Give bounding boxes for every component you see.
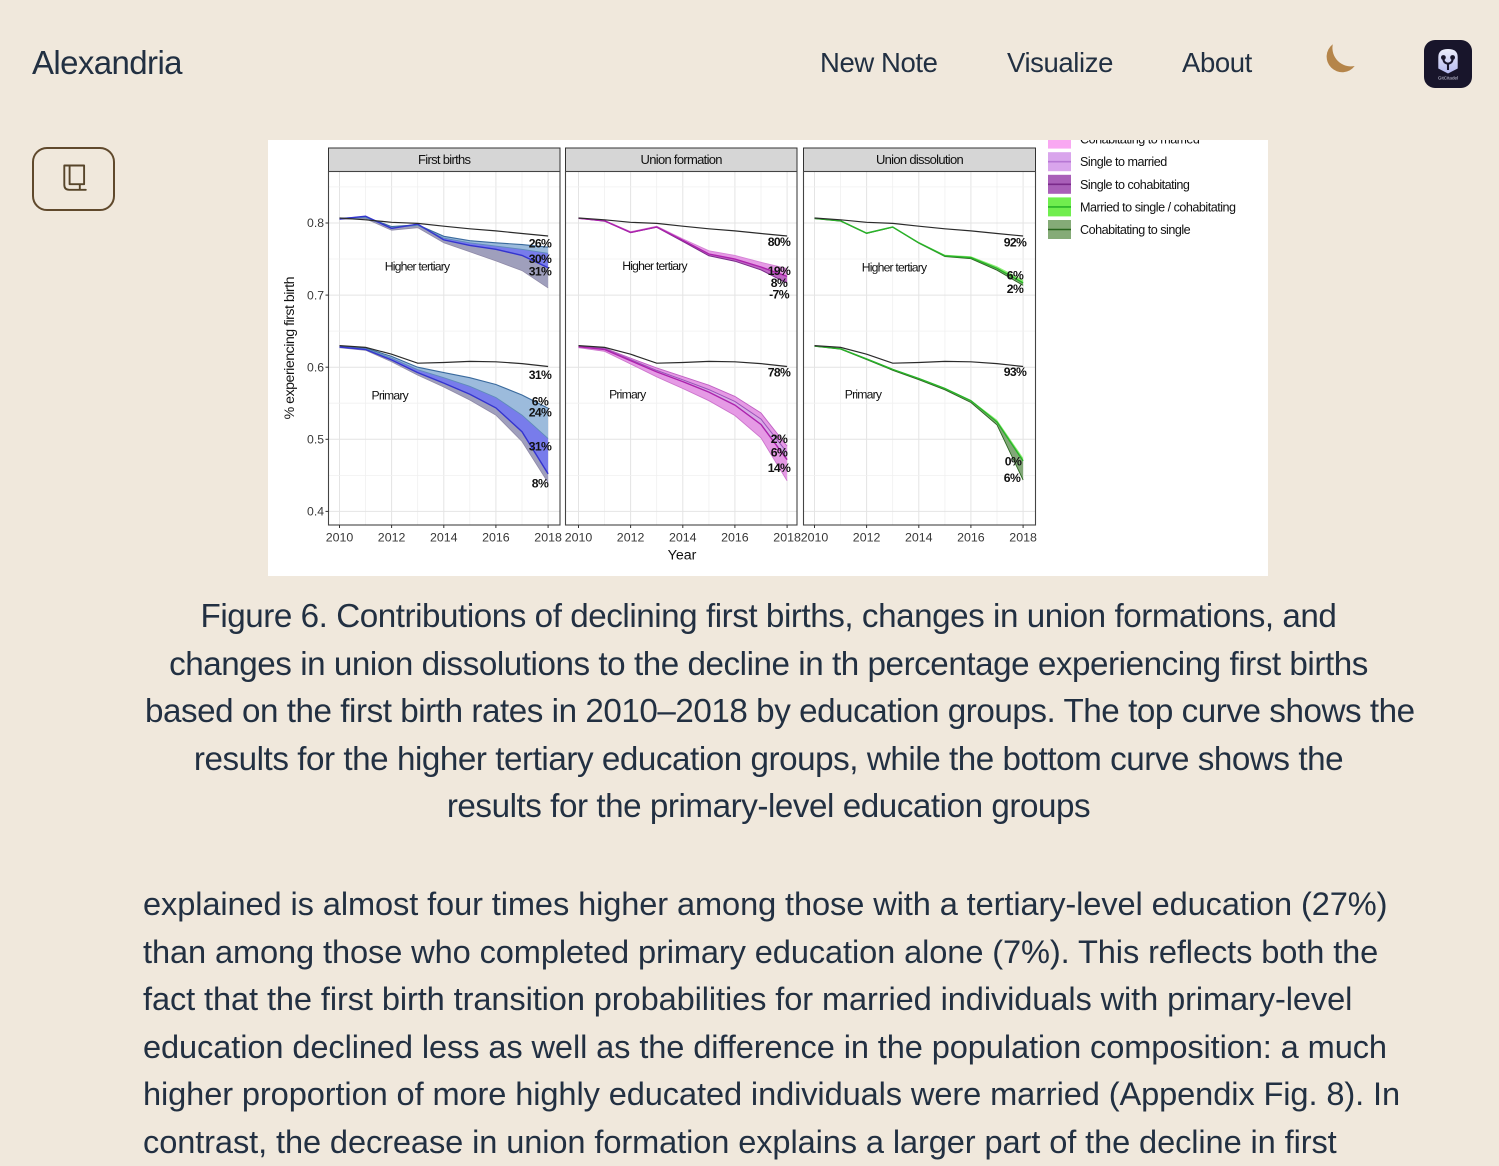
svg-text:2010: 2010	[565, 531, 593, 545]
svg-text:19%: 19%	[768, 264, 791, 278]
svg-text:0.8: 0.8	[307, 216, 324, 230]
svg-text:Year: Year	[668, 548, 697, 564]
svg-text:6%: 6%	[1004, 471, 1021, 485]
svg-text:2018: 2018	[773, 531, 801, 545]
svg-text:Higher tertiary: Higher tertiary	[385, 259, 451, 273]
svg-text:First births: First births	[418, 152, 471, 167]
svg-text:-7%: -7%	[769, 287, 790, 301]
svg-text:31%: 31%	[529, 264, 552, 278]
svg-text:Primary: Primary	[372, 389, 410, 403]
svg-text:2016: 2016	[957, 531, 985, 545]
svg-text:2016: 2016	[482, 531, 510, 545]
svg-text:30%: 30%	[529, 252, 552, 266]
svg-text:2012: 2012	[378, 531, 406, 545]
svg-text:2010: 2010	[326, 531, 354, 545]
svg-text:Higher tertiary: Higher tertiary	[862, 260, 928, 274]
svg-text:2014: 2014	[430, 531, 458, 545]
svg-text:8%: 8%	[532, 476, 549, 490]
svg-text:Higher tertiary: Higher tertiary	[622, 259, 688, 273]
svg-text:2012: 2012	[617, 531, 645, 545]
svg-text:2010: 2010	[801, 531, 829, 545]
svg-text:Primary: Primary	[609, 388, 647, 402]
svg-text:Union dissolution: Union dissolution	[876, 152, 964, 167]
svg-text:80%: 80%	[768, 235, 791, 249]
svg-text:Union formation: Union formation	[641, 152, 723, 167]
svg-text:31%: 31%	[529, 440, 552, 454]
svg-text:2014: 2014	[905, 531, 933, 545]
svg-text:0.6: 0.6	[307, 360, 324, 374]
svg-text:Cohabitating to married: Cohabitating to married	[1080, 140, 1200, 147]
svg-text:14%: 14%	[768, 461, 791, 475]
svg-text:0.5: 0.5	[307, 433, 324, 447]
svg-text:2%: 2%	[771, 432, 788, 446]
svg-text:2014: 2014	[669, 531, 697, 545]
svg-text:0%: 0%	[1005, 454, 1022, 468]
svg-text:6%: 6%	[771, 445, 788, 459]
svg-text:2012: 2012	[853, 531, 881, 545]
svg-text:Single to cohabitating: Single to cohabitating	[1080, 178, 1190, 192]
svg-text:0.4: 0.4	[307, 505, 324, 519]
svg-text:6%: 6%	[532, 394, 549, 408]
svg-text:2018: 2018	[534, 531, 562, 545]
svg-text:GitCitadel: GitCitadel	[1438, 76, 1458, 81]
svg-text:8%: 8%	[771, 276, 788, 290]
svg-text:93%: 93%	[1004, 365, 1027, 379]
svg-text:78%: 78%	[768, 365, 791, 379]
svg-text:0.7: 0.7	[307, 288, 324, 302]
svg-text:Single to married: Single to married	[1080, 155, 1167, 169]
svg-text:Married to single / cohabitati: Married to single / cohabitating	[1080, 200, 1236, 214]
svg-text:92%: 92%	[1004, 235, 1027, 249]
svg-text:Cohabitating to single: Cohabitating to single	[1080, 223, 1191, 237]
svg-text:26%: 26%	[529, 236, 552, 250]
svg-text:6%: 6%	[1007, 268, 1024, 282]
svg-text:2016: 2016	[721, 531, 749, 545]
svg-text:2%: 2%	[1007, 282, 1024, 296]
svg-text:31%: 31%	[529, 368, 552, 382]
svg-text:2018: 2018	[1009, 531, 1037, 545]
svg-text:Primary: Primary	[845, 387, 883, 401]
svg-text:% experiencing first birth: % experiencing first birth	[282, 277, 298, 419]
svg-text:24%: 24%	[529, 406, 552, 420]
